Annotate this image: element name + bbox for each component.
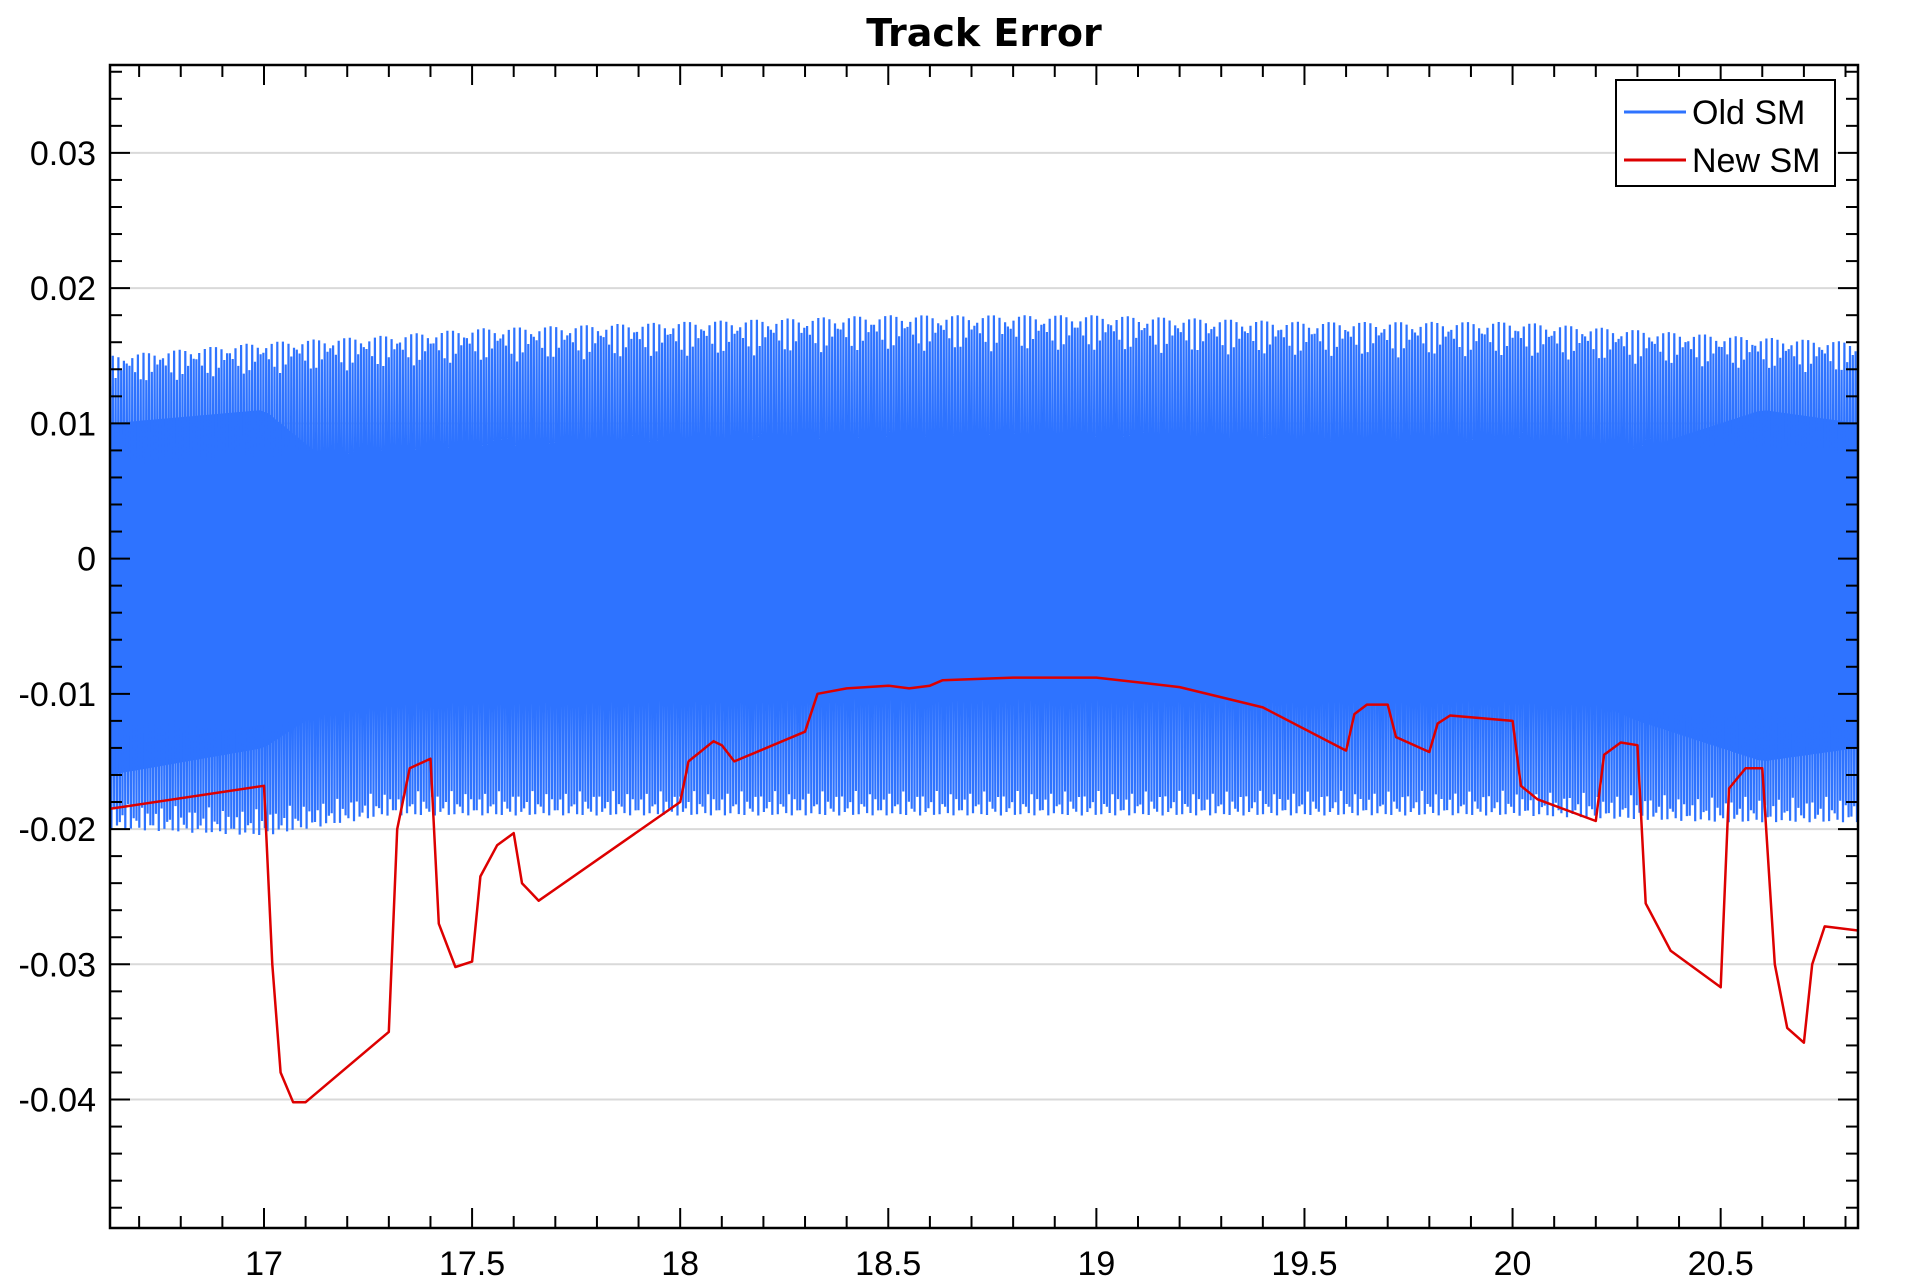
x-tick-label-2: 18	[661, 1245, 699, 1283]
plot-area	[110, 315, 1858, 1104]
legend-label-old: Old SM	[1692, 94, 1805, 132]
legend: Old SM New SM	[1615, 79, 1836, 187]
y-tick-label-7: -0.04	[19, 1082, 97, 1120]
new-sm-line	[110, 676, 1858, 1104]
plot-frame	[108, 63, 1860, 1230]
series-old-sm	[110, 315, 1858, 836]
axes	[108, 63, 1860, 1230]
y-tick-labels: 0.03 0.02 0.01 0 -0.01 -0.02 -0.03 -0.04	[19, 135, 97, 1120]
y-tick-label-2: 0.01	[30, 405, 96, 443]
legend-label-new: New SM	[1692, 142, 1820, 180]
x-tick-label-0: 17	[245, 1245, 283, 1283]
x-tick-label-7: 20.5	[1688, 1245, 1754, 1283]
series-new-sm	[110, 676, 1858, 1104]
x-tick-labels: 17 17.5 18 18.5 19 19.5 20 20.5	[245, 1245, 1754, 1283]
y-tick-label-6: -0.03	[19, 946, 97, 984]
y-tick-label-4: -0.01	[19, 676, 97, 714]
old-sm-line	[110, 315, 1858, 836]
chart-title: Track Error	[866, 11, 1102, 55]
x-tick-label-1: 17.5	[439, 1245, 505, 1283]
x-tick-label-4: 19	[1077, 1245, 1115, 1283]
y-tick-label-0: 0.03	[30, 135, 96, 173]
legend-box	[1615, 79, 1836, 187]
y-tick-label-1: 0.02	[30, 270, 96, 308]
tick-marks	[110, 65, 1858, 1228]
x-tick-label-5: 19.5	[1271, 1245, 1337, 1283]
y-tick-label-5: -0.02	[19, 811, 97, 849]
y-tick-label-3: 0	[77, 541, 96, 579]
x-tick-label-6: 20	[1494, 1245, 1532, 1283]
x-tick-label-3: 18.5	[855, 1245, 921, 1283]
